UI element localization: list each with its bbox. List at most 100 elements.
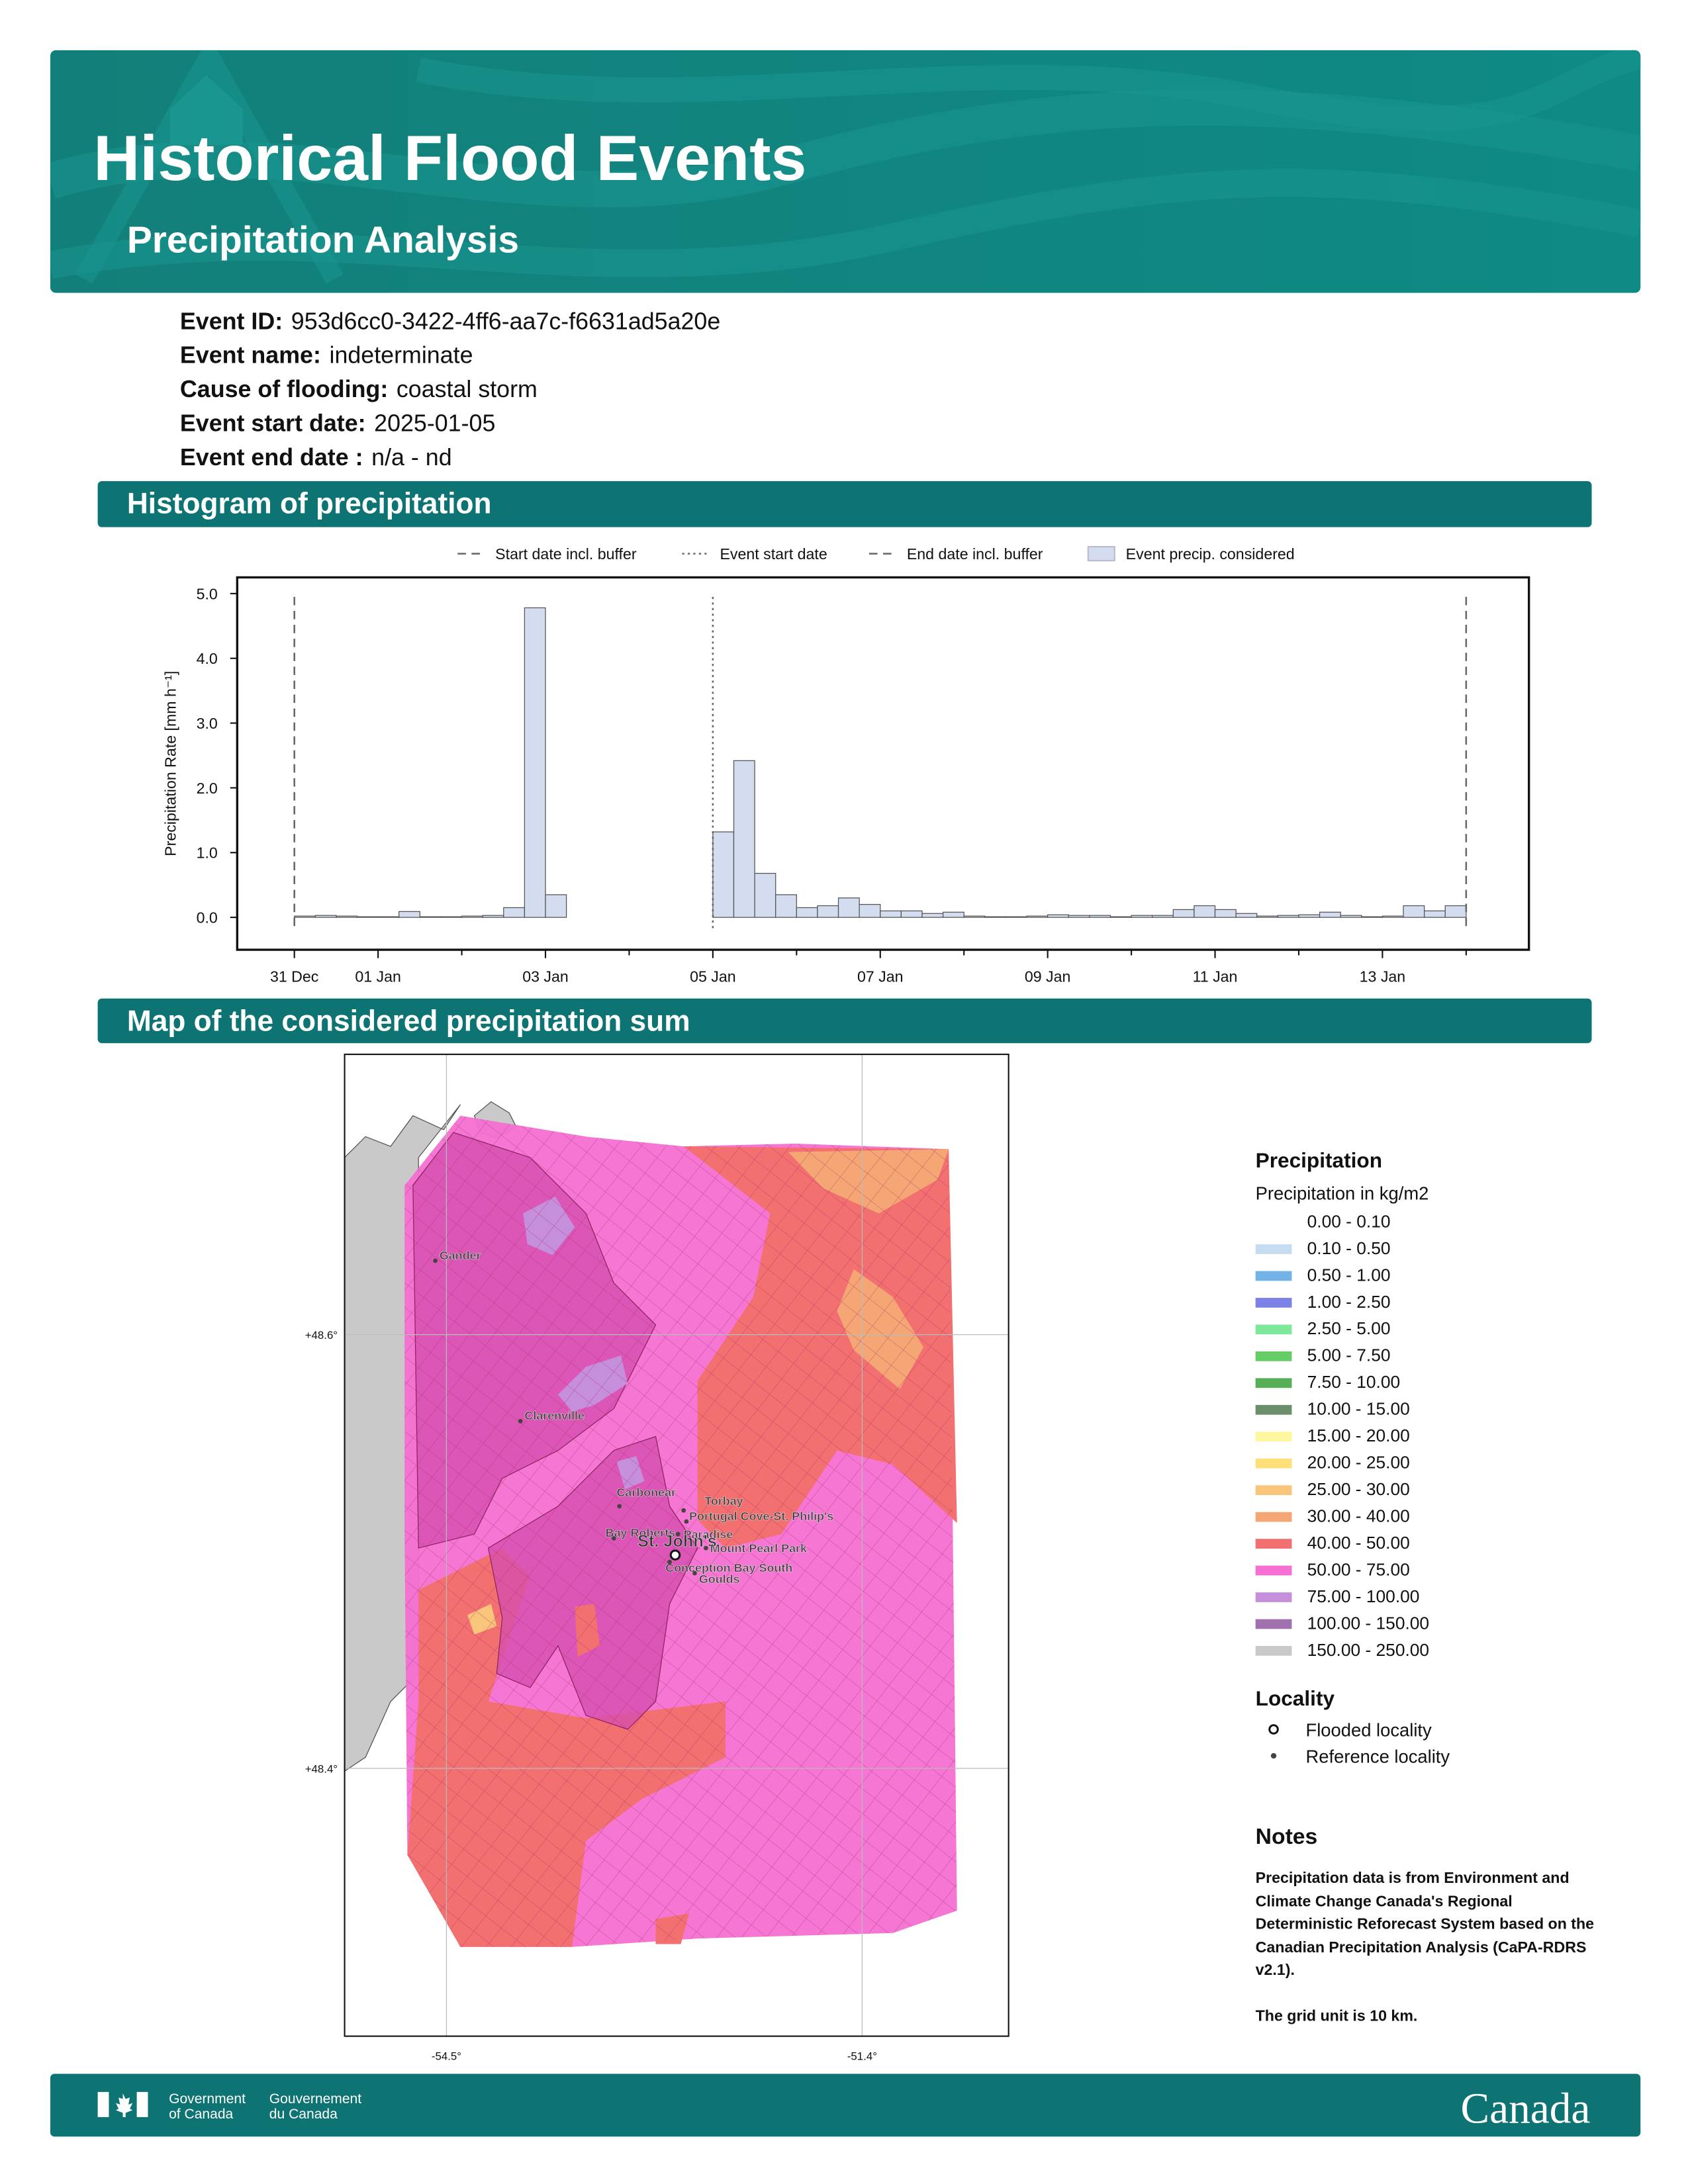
- hist-bar: [1298, 914, 1321, 918]
- legend-swatch: [1255, 1432, 1292, 1442]
- header-title: Historical Flood Events: [93, 122, 806, 194]
- hist-bar: [1403, 905, 1425, 918]
- legend-class-label: 100.00 - 150.00: [1307, 1613, 1429, 1633]
- hist-bar: [1131, 915, 1153, 918]
- lon-label: -51.4°: [847, 2050, 877, 2062]
- canada-wordmark: Canada: [1461, 2085, 1591, 2132]
- event-value: indeterminate: [330, 342, 473, 369]
- section-bar: [97, 481, 1592, 527]
- legend-swatch: [1255, 1244, 1292, 1254]
- hist-bar: [482, 915, 504, 918]
- legend-subtitle: Precipitation in kg/m2: [1256, 1183, 1429, 1203]
- footer-band: [50, 2073, 1641, 2137]
- hist-bar: [503, 907, 526, 918]
- header-subtitle: Precipitation Analysis: [127, 218, 519, 261]
- gov-en: Government: [169, 2091, 246, 2107]
- hist-bar: [399, 911, 420, 918]
- notes-body: Precipitation data is from Environment a…: [1256, 1868, 1605, 2028]
- reference-marker: [1270, 1752, 1277, 1759]
- notes-text: Precipitation data is from Environment a…: [1256, 1868, 1605, 2028]
- lat-label: +48.6°: [305, 1329, 338, 1342]
- locality-label: Gander: [440, 1249, 481, 1262]
- flooded-marker: [669, 1549, 681, 1561]
- y-tick-label: 5.0: [197, 585, 218, 602]
- hist-bar: [921, 913, 944, 918]
- legend-class-label: 20.00 - 25.00: [1307, 1453, 1410, 1473]
- legend-class-label: 5.00 - 7.50: [1307, 1345, 1391, 1365]
- hist-bar: [1277, 915, 1299, 918]
- event-value: 2025-01-05: [374, 410, 495, 437]
- event-value: 953d6cc0-3422-4ff6-aa7c-f6631ad5a20e: [291, 308, 720, 334]
- legend-class-label: 0.00 - 0.10: [1307, 1211, 1391, 1231]
- locality-label: Clarenville: [524, 1409, 585, 1422]
- grid-overlay: [404, 1115, 957, 1947]
- legend-swatch: [1255, 1217, 1292, 1228]
- map-content: [344, 1054, 1009, 2036]
- hist-bar: [1423, 910, 1446, 918]
- hist-bar: [754, 872, 776, 918]
- legend-swatch: [1255, 1565, 1292, 1576]
- locality-label: Goulds: [699, 1572, 740, 1586]
- legend-class-label: 40.00 - 50.00: [1307, 1533, 1410, 1553]
- legend-swatch: [1255, 1324, 1292, 1335]
- hist-bar: [817, 905, 839, 918]
- locality-label: Torbay: [704, 1494, 743, 1508]
- hist-bar: [336, 915, 358, 918]
- hist-bar: [1089, 915, 1111, 918]
- reference-marker: [617, 1504, 622, 1509]
- hist-bar: [712, 831, 735, 918]
- event-field: Event start date: 2025-01-05: [180, 410, 495, 437]
- gov-fr: du Canada: [269, 2107, 338, 2122]
- legend-class-label: 0.50 - 1.00: [1307, 1265, 1391, 1285]
- notes-paragraph: The grid unit is 10 km.: [1255, 2007, 1418, 2025]
- legend-title: Precipitation: [1256, 1148, 1382, 1172]
- reference-marker: [704, 1545, 708, 1551]
- section-title: Histogram of precipitation: [127, 487, 492, 520]
- locality-label: Mount Pearl Park: [710, 1541, 807, 1555]
- hist-bar: [859, 903, 881, 918]
- legend-swatch: [1255, 1271, 1292, 1281]
- legend-swatch: [1255, 1378, 1292, 1388]
- hist-bar: [524, 607, 546, 918]
- legend-class-label: 150.00 - 250.00: [1307, 1640, 1429, 1660]
- legend-class-label: 30.00 - 40.00: [1307, 1506, 1410, 1525]
- legend-swatch: [1255, 1539, 1292, 1549]
- legend-swatch: [1255, 1485, 1292, 1496]
- legend-class-label: 7.50 - 10.00: [1307, 1372, 1401, 1392]
- legend-class-label: 25.00 - 30.00: [1307, 1479, 1410, 1499]
- y-axis-label: Precipitation Rate [mm h⁻¹]: [162, 671, 179, 856]
- legend-label: End date incl. buffer: [907, 545, 1043, 563]
- lon-label: -54.5°: [432, 2050, 461, 2062]
- hist-bar: [1194, 905, 1216, 918]
- legend-swatch: [1255, 1458, 1292, 1469]
- precipitation-map: +48.6° +48.4° -54.5° -51.4° Gander Clarenvill…: [305, 1054, 1009, 2062]
- hist-bar: [1172, 909, 1195, 918]
- x-tick-label: 07 Jan: [857, 968, 904, 985]
- reference-marker: [611, 1535, 616, 1541]
- plot-frame: [236, 576, 1530, 951]
- legend-class-label: 50.00 - 75.00: [1307, 1559, 1410, 1579]
- y-tick-label: 4.0: [197, 650, 218, 667]
- legend-label: Start date incl. buffer: [495, 545, 637, 563]
- event-label: Event name:: [180, 342, 321, 369]
- legend-swatch: [1255, 1619, 1292, 1629]
- lat-label: +48.4°: [305, 1762, 338, 1775]
- gov-en: of Canada: [169, 2107, 233, 2122]
- x-tick-label: 09 Jan: [1025, 968, 1071, 985]
- event-field: Event ID: 953d6cc0-3422-4ff6-aa7c-f6631ad…: [180, 308, 720, 334]
- event-value: n/a - nd: [371, 444, 451, 471]
- event-value: coastal storm: [397, 376, 538, 402]
- hist-bar: [942, 911, 964, 918]
- hist-bar: [314, 915, 337, 918]
- event-field: Cause of flooding: coastal storm: [180, 376, 538, 402]
- hist-bar: [1382, 915, 1404, 918]
- legend-swatch: [1255, 1351, 1292, 1361]
- hist-bar: [775, 894, 797, 918]
- header: Historical Flood Events Precipitation An…: [50, 50, 1641, 293]
- x-tick-label: 03 Jan: [522, 968, 569, 985]
- header-decoration: [50, 50, 1641, 284]
- x-tick-label: 31 Dec: [270, 968, 318, 985]
- reference-marker: [692, 1570, 697, 1576]
- hist-bar: [461, 915, 483, 918]
- reference-marker: [518, 1418, 523, 1424]
